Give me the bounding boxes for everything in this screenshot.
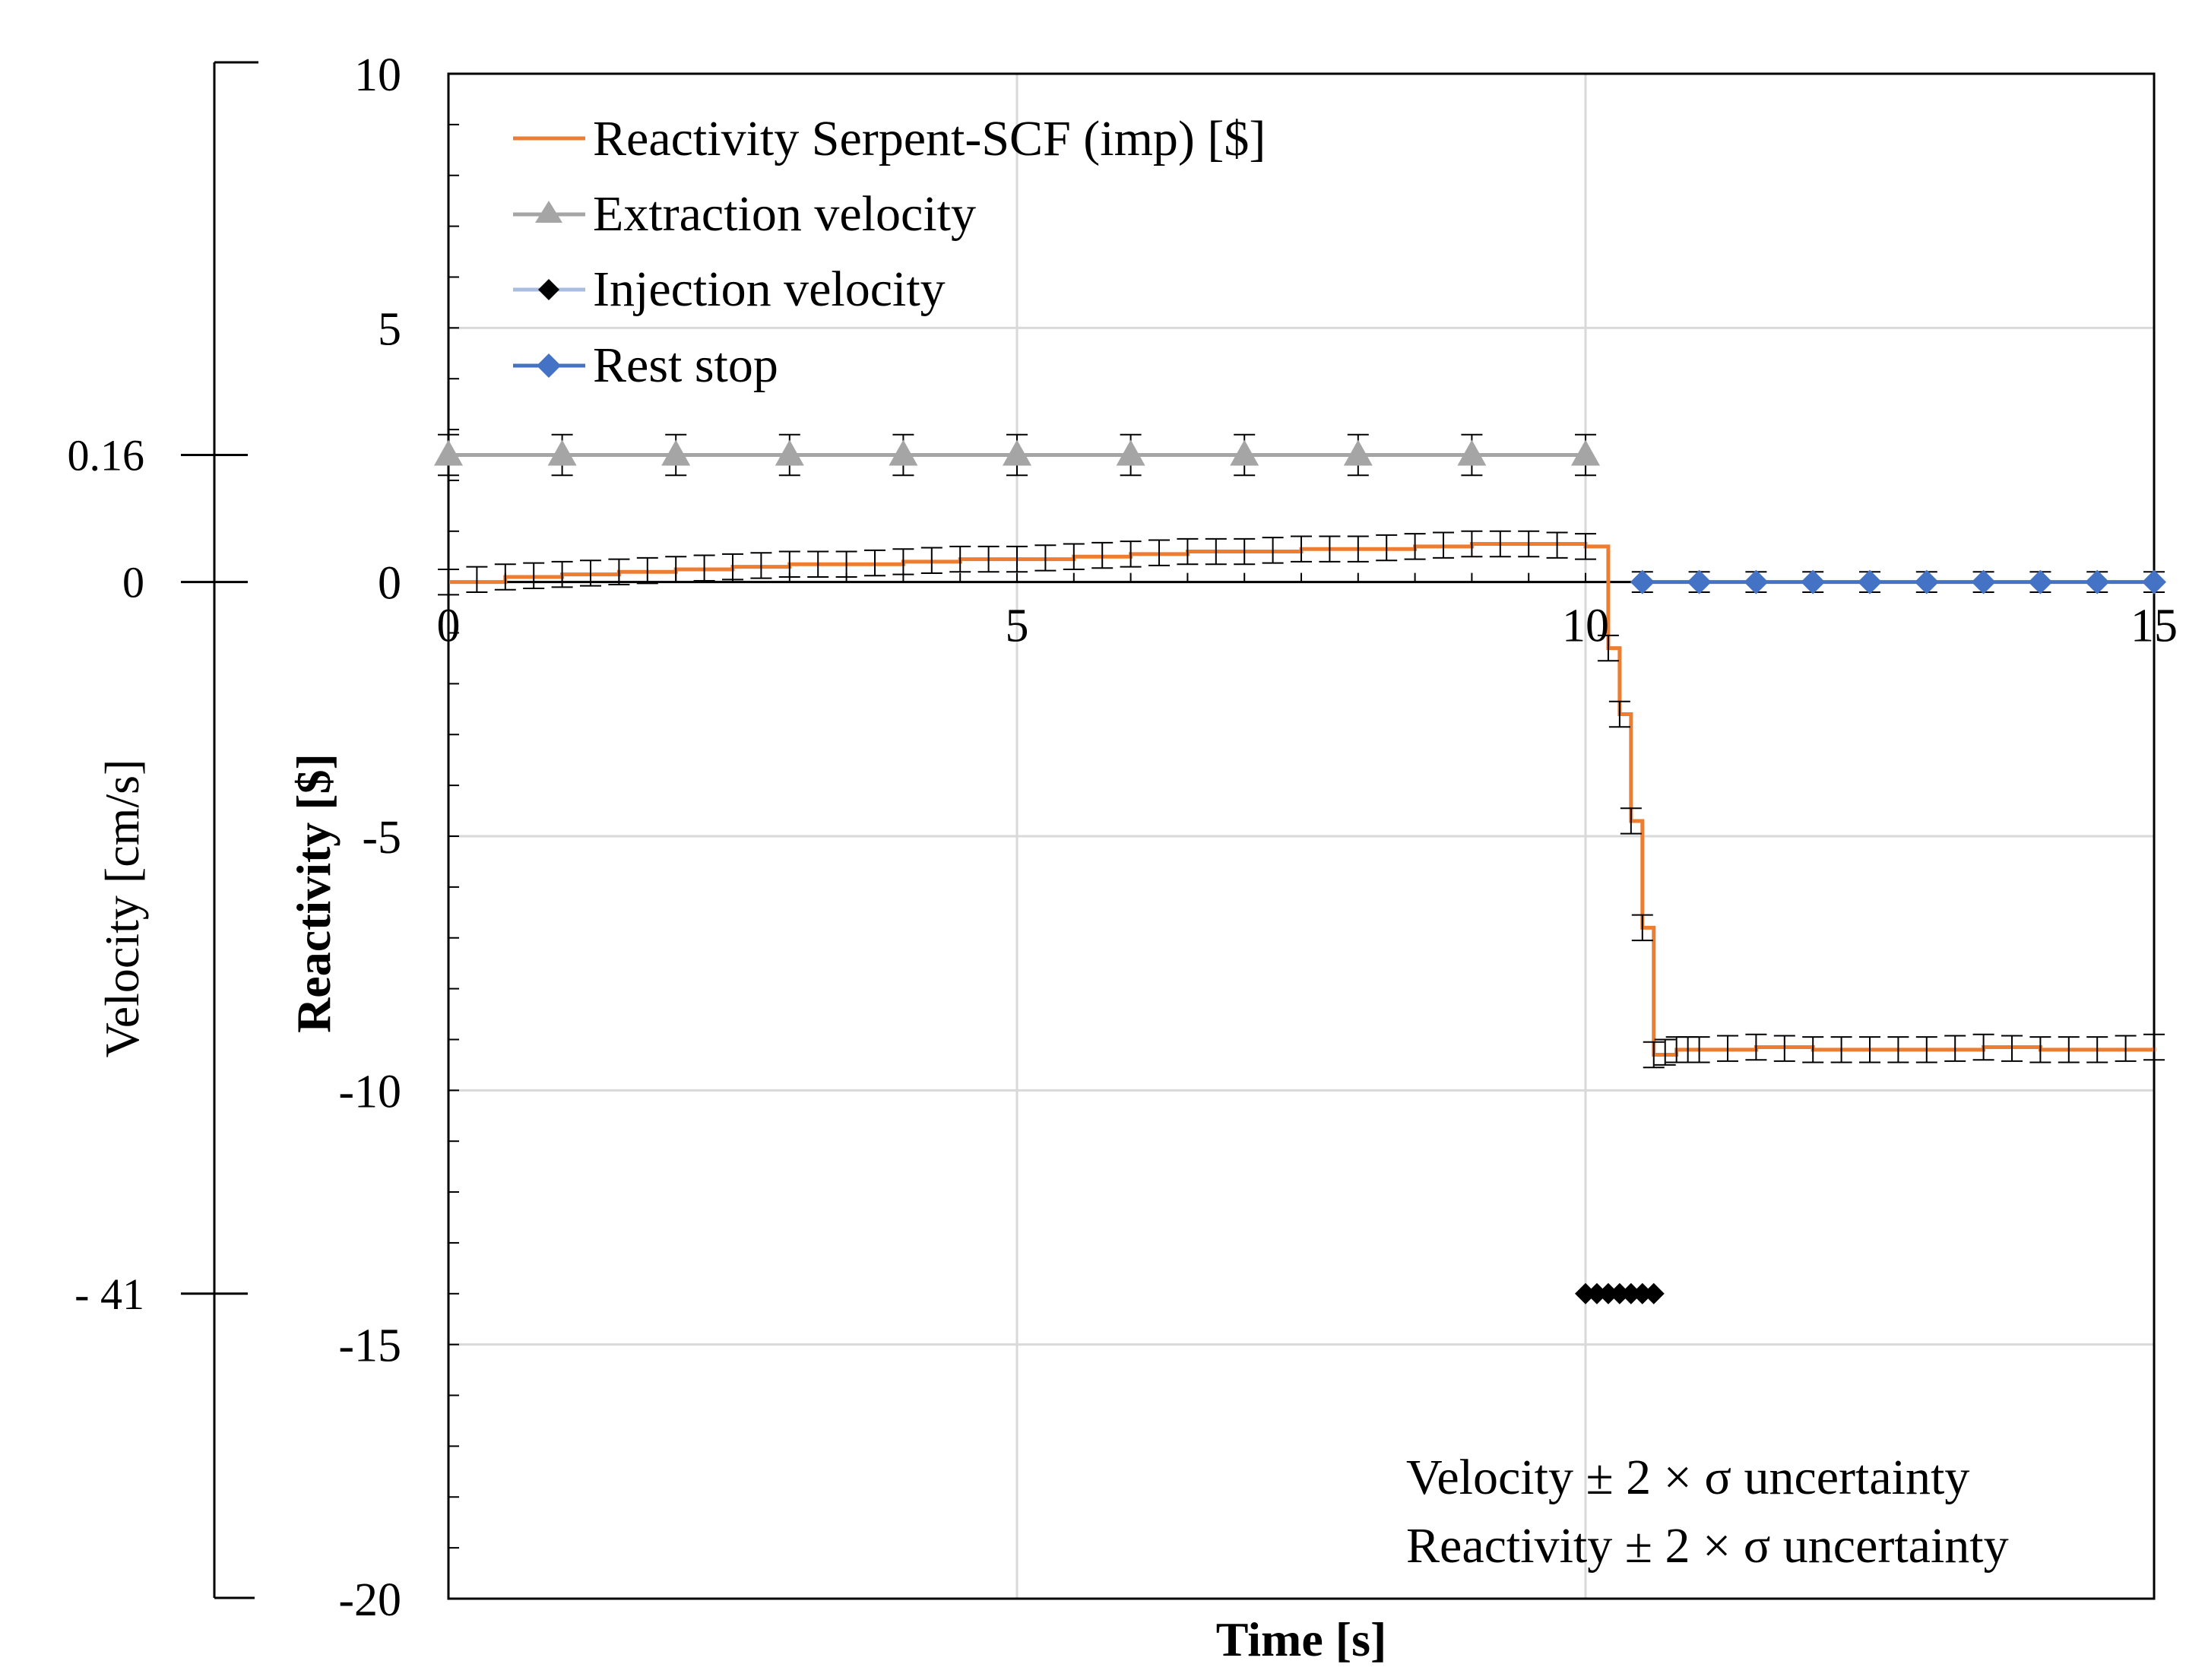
triangle-marker <box>1571 439 1600 466</box>
triangle-marker <box>1230 439 1259 466</box>
diamond-marker <box>1643 1282 1665 1304</box>
legend: Reactivity Serpent-SCF (imp) [$] Extract… <box>513 111 1266 393</box>
diamond-marker <box>2085 569 2110 594</box>
x-tick-label: 5 <box>1006 601 1029 652</box>
triangle-marker <box>547 439 577 466</box>
y-tick-label: -10 <box>338 1066 401 1117</box>
triangle-marker-icon <box>535 201 562 223</box>
x-tick-label: 0 <box>437 601 461 652</box>
diamond-marker <box>1914 569 1939 594</box>
triangle-marker <box>661 439 691 466</box>
series-reactivity-serpent-scf-imp <box>438 530 2165 1069</box>
legend-label-reactivity: Reactivity Serpent-SCF (imp) [$] <box>593 111 1266 166</box>
y-axis-title: Reactivity [$] <box>287 753 341 1033</box>
series-rest-stop <box>1630 569 2166 594</box>
series-injection-velocity <box>1575 1282 1665 1304</box>
velocity-tick-label: - 41 <box>74 1270 144 1319</box>
triangle-marker <box>434 439 463 466</box>
legend-item-rest-stop: Rest stop <box>513 338 778 393</box>
diamond-marker <box>1744 569 1769 594</box>
annotation-velocity-uncertainty: Velocity ± 2 × σ uncertainty <box>1406 1450 1969 1505</box>
triangle-marker <box>1457 439 1487 466</box>
velocity-tick-label: 0.16 <box>68 431 145 480</box>
series-group <box>434 433 2166 1304</box>
diamond-marker <box>1858 569 1882 594</box>
diamond-marker <box>1630 569 1655 594</box>
series-extraction-velocity <box>434 433 1600 477</box>
y-tick-label: -5 <box>362 812 401 864</box>
legend-label-rest-stop: Rest stop <box>593 338 778 393</box>
diamond-marker <box>1971 569 1996 594</box>
triangle-marker <box>889 439 918 466</box>
triangle-marker <box>1003 439 1031 466</box>
diamond-marker <box>1575 1282 1596 1304</box>
y-tick-label: -15 <box>338 1320 401 1372</box>
velocity-ticks: 0.16 0 - 41 <box>68 431 248 1319</box>
diamond-marker <box>2028 569 2053 594</box>
series-line <box>448 542 2156 1057</box>
y-tick-label: 0 <box>378 558 401 610</box>
x-tick-label: 15 <box>2131 601 2178 652</box>
y-tick-label: 5 <box>378 303 401 355</box>
x-tick-labels: 0 5 10 15 <box>437 601 2178 652</box>
legend-item-injection: Injection velocity <box>513 262 946 317</box>
triangle-marker <box>775 439 804 466</box>
x-tick-label: 10 <box>1562 601 1609 652</box>
y-tick-label: -20 <box>338 1574 401 1626</box>
diamond-marker <box>1631 1282 1653 1304</box>
diamond-marker <box>1687 569 1712 594</box>
diamond-marker-icon <box>538 279 559 300</box>
diamond-marker <box>2142 569 2166 594</box>
diamond-marker-icon <box>537 353 561 378</box>
diamond-marker <box>1608 1282 1630 1304</box>
legend-label-extraction: Extraction velocity <box>593 186 976 242</box>
triangle-marker <box>1343 439 1373 466</box>
y-minor-ticks <box>448 73 459 1599</box>
diamond-marker <box>1586 1282 1608 1304</box>
legend-item-extraction: Extraction velocity <box>513 186 976 242</box>
y-tick-label: 10 <box>354 49 401 101</box>
diamond-marker <box>1801 569 1826 594</box>
velocity-axis: 0.16 0 - 41 <box>68 61 258 1599</box>
diamond-marker <box>1597 1282 1619 1304</box>
diamond-marker <box>1620 1282 1642 1304</box>
velocity-axis-title: Velocity [cm/s] <box>95 759 149 1058</box>
velocity-tick-label: 0 <box>122 558 144 607</box>
x-axis-title: Time [s] <box>1216 1612 1387 1666</box>
y-tick-labels: 10 5 0 -5 -10 -15 -20 <box>338 49 401 1626</box>
legend-item-reactivity: Reactivity Serpent-SCF (imp) [$] <box>513 111 1266 166</box>
triangle-marker <box>1116 439 1145 466</box>
annotation-reactivity-uncertainty: Reactivity ± 2 × σ uncertainty <box>1406 1518 2009 1574</box>
legend-label-injection: Injection velocity <box>593 262 946 317</box>
